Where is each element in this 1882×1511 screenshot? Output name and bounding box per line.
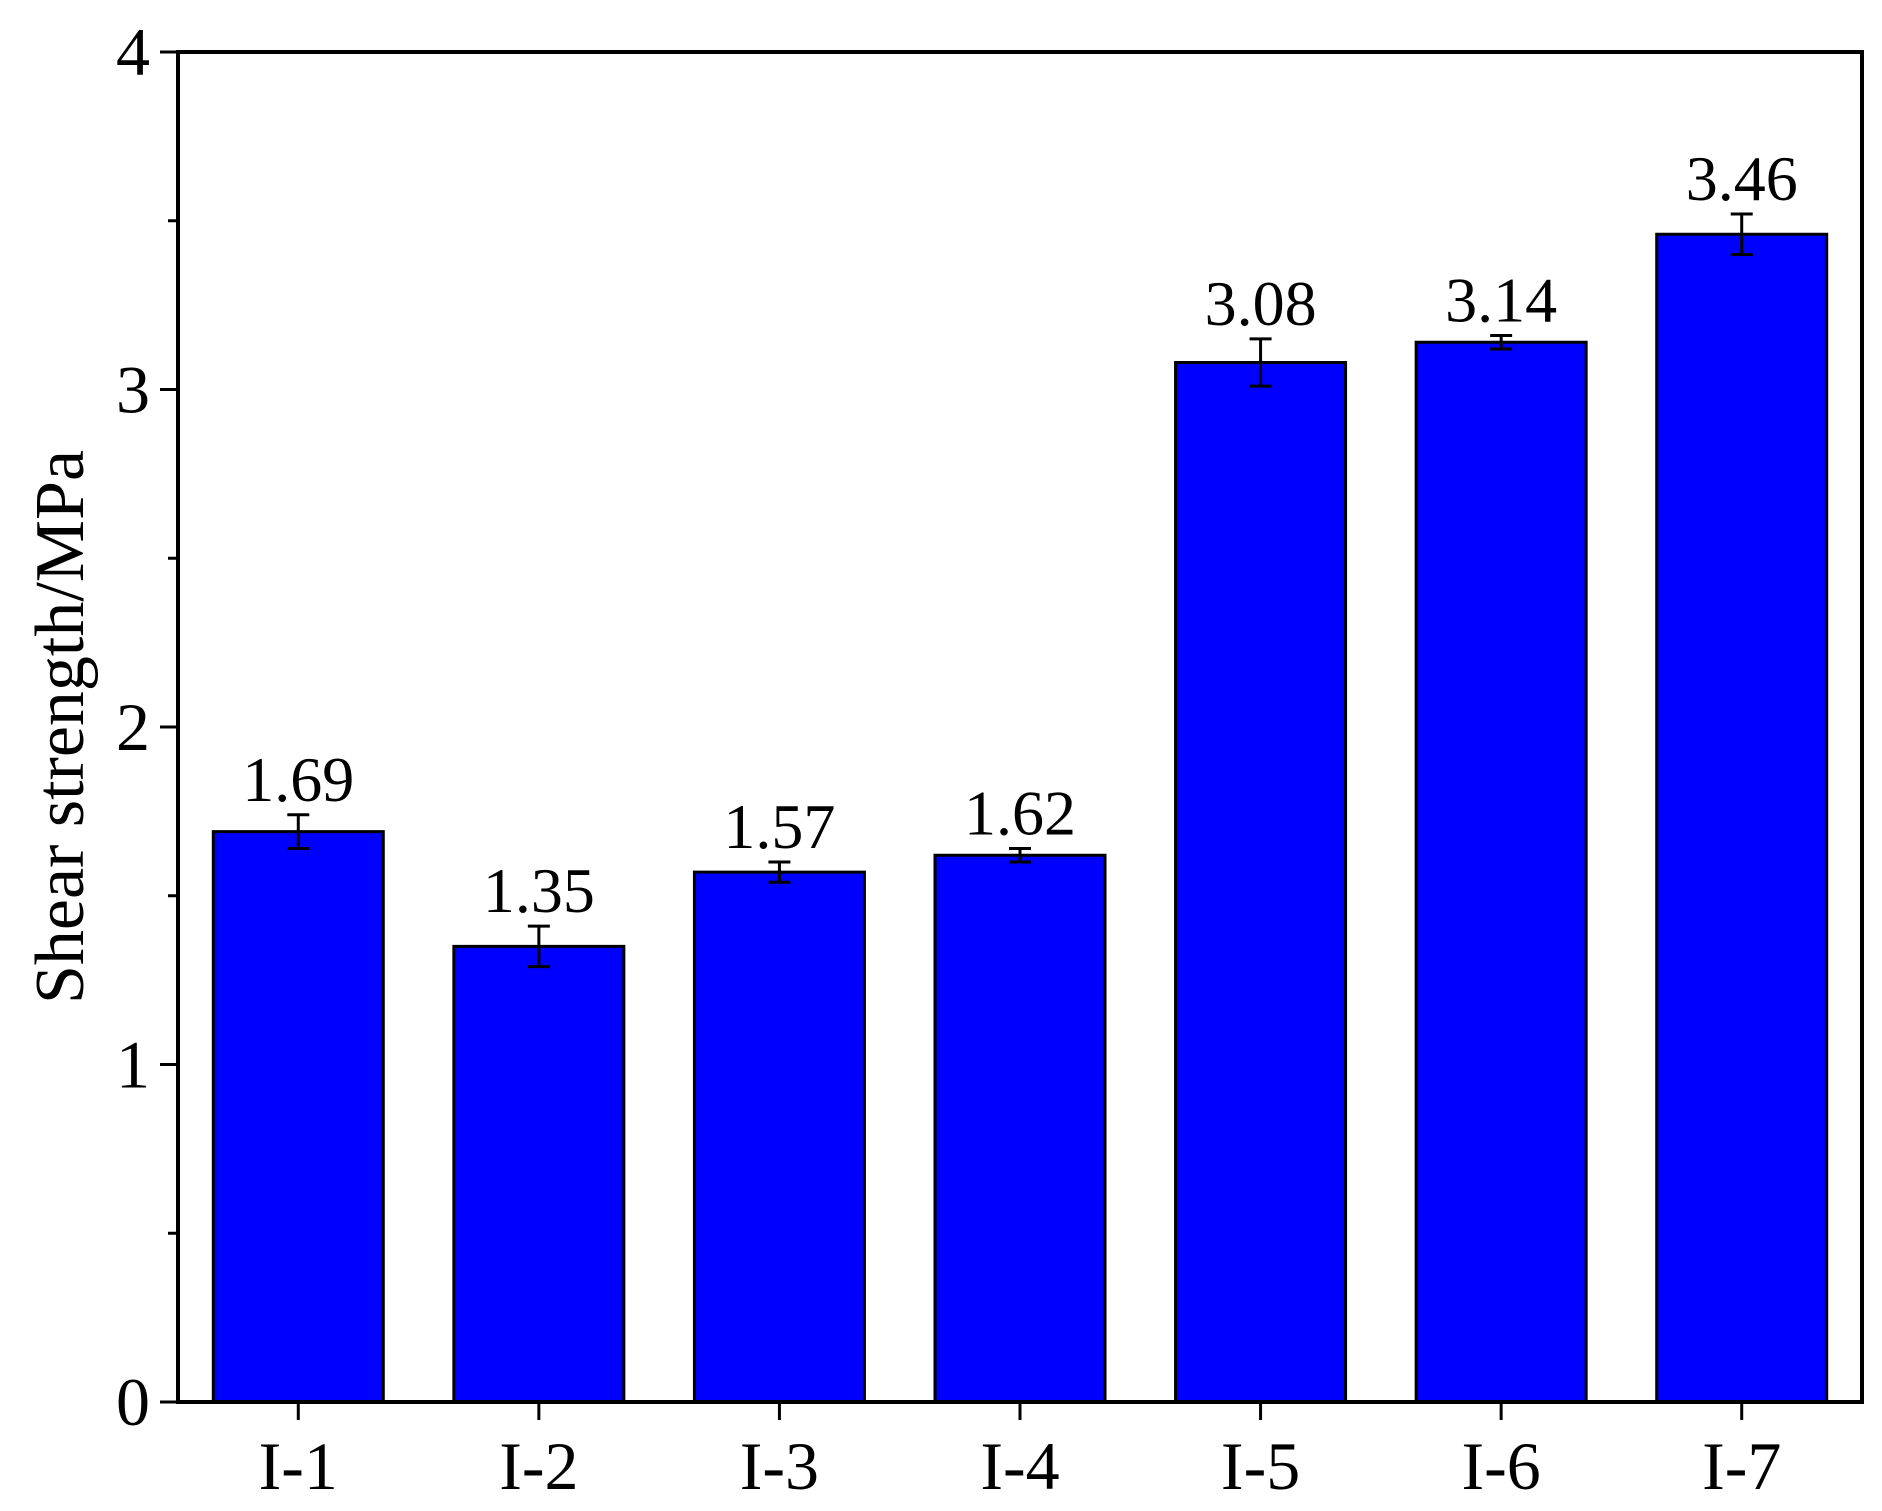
data-label-I-3: 1.57	[723, 791, 835, 862]
bar-I-6	[1414, 340, 1588, 1404]
x-tick-label-I-7: I-7	[1702, 1428, 1781, 1504]
data-label-I-2: 1.35	[483, 855, 595, 926]
bar-I-1	[211, 830, 385, 1404]
x-axis: I-1 I-2 I-3 I-4 I-5 I-6 I-7	[259, 1402, 1781, 1504]
data-labels-layer: 1.69 1.35 1.57 1.62 3.08 3.14 3.46	[242, 143, 1797, 926]
error-bars-layer	[287, 212, 1753, 969]
data-label-I-7: 3.46	[1686, 143, 1798, 214]
y-tick-label-0: 0	[116, 1364, 150, 1440]
y-tick-label-2: 2	[116, 689, 150, 765]
y-axis: 0 1 2 3 4	[116, 14, 178, 1440]
y-tick-label-1: 1	[116, 1027, 150, 1103]
data-label-I-4: 1.62	[964, 778, 1076, 849]
data-label-I-5: 3.08	[1205, 268, 1317, 339]
x-tick-label-I-6: I-6	[1461, 1428, 1540, 1504]
x-tick-label-I-5: I-5	[1221, 1428, 1300, 1504]
bar-I-7	[1655, 232, 1829, 1404]
bar-I-5	[1174, 361, 1348, 1404]
x-tick-label-I-3: I-3	[740, 1428, 819, 1504]
bar-I-4	[933, 853, 1107, 1404]
x-tick-label-I-1: I-1	[259, 1428, 338, 1504]
data-label-I-1: 1.69	[242, 744, 354, 815]
x-tick-label-I-4: I-4	[980, 1428, 1059, 1504]
bars-layer	[211, 232, 1829, 1404]
y-tick-label-4: 4	[116, 14, 150, 90]
x-tick-label-I-2: I-2	[499, 1428, 578, 1504]
y-tick-label-3: 3	[116, 352, 150, 428]
bar-I-2	[452, 944, 626, 1404]
bar-I-3	[692, 870, 866, 1404]
data-label-I-6: 3.14	[1445, 265, 1557, 336]
y-axis-title: Shear strength/MPa	[22, 450, 99, 1004]
